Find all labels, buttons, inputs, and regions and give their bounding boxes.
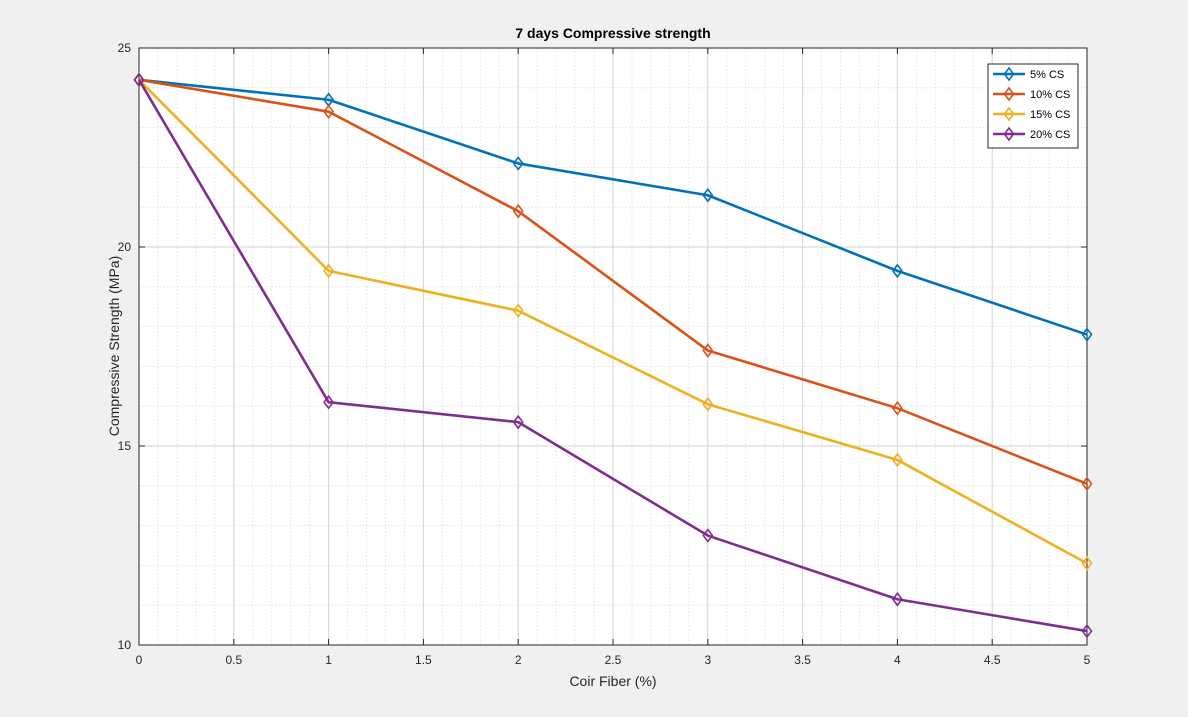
series-line [138, 78, 1088, 486]
x-tick-label: 5 [1084, 653, 1091, 667]
legend-marker [1003, 126, 1015, 142]
data-point [702, 343, 714, 358]
data-point [512, 414, 524, 430]
data-point [323, 104, 335, 120]
x-tick-label: 4.5 [984, 653, 1001, 667]
data-point [512, 156, 524, 171]
x-tick-label: 1.5 [415, 653, 432, 667]
data-point [702, 396, 714, 412]
legend-marker [1003, 86, 1015, 102]
y-axis-ticks: 10 15 20 25 [118, 41, 1087, 652]
legend-item: 20% CS [993, 126, 1070, 142]
x-tick-label: 1 [325, 653, 332, 667]
data-point [891, 452, 903, 468]
legend: 5% CS 10% CS 15% CS 20% CS [987, 63, 1079, 149]
y-tick-label: 25 [118, 41, 132, 55]
data-point [323, 394, 335, 410]
x-tick-label: 4 [894, 653, 901, 667]
x-tick-label: 2.5 [605, 653, 622, 667]
data-point [512, 303, 524, 319]
x-tick-label: 3 [704, 653, 711, 667]
data-point [702, 187, 714, 203]
data-point [891, 591, 903, 607]
series-line [137, 79, 1088, 633]
legend-marker [1003, 106, 1015, 122]
y-tick-label: 10 [118, 638, 132, 652]
data-point [1081, 327, 1093, 342]
data-point [702, 528, 714, 543]
series-line [138, 78, 1088, 336]
data-point [133, 72, 145, 88]
legend-marker [1003, 66, 1015, 82]
legend-label: 5% CS [1030, 69, 1064, 81]
chart-title: 7 days Compressive strength [515, 25, 710, 41]
y-axis-title: Compressive Strength (MPa) [106, 256, 122, 437]
series-20-cs [133, 72, 1093, 639]
y-tick-label: 15 [118, 439, 132, 453]
legend-item: 10% CS [993, 86, 1070, 102]
x-tick-label: 2 [515, 653, 522, 667]
x-axis-title: Coir Fiber (%) [569, 673, 656, 689]
x-tick-label: 0.5 [225, 653, 242, 667]
x-tick-label: 0 [136, 653, 143, 667]
x-axis-ticks: 0 0.5 1 1.5 2 2.5 3 3.5 4 4.5 5 [136, 48, 1091, 667]
data-point [323, 263, 335, 279]
series-layer [133, 72, 1093, 639]
data-point [891, 263, 903, 279]
data-point [891, 400, 903, 416]
legend-label: 10% CS [1030, 89, 1070, 101]
legend-label: 20% CS [1030, 129, 1070, 141]
data-point [1081, 623, 1093, 639]
series-line [138, 78, 1088, 565]
data-point [1081, 476, 1093, 492]
data-point [512, 203, 524, 219]
legend-label: 15% CS [1030, 109, 1070, 121]
y-tick-label: 20 [118, 240, 132, 254]
x-tick-label: 3.5 [794, 653, 811, 667]
data-point [1081, 556, 1093, 571]
legend-item: 15% CS [993, 106, 1070, 122]
legend-item: 5% CS [993, 66, 1064, 82]
